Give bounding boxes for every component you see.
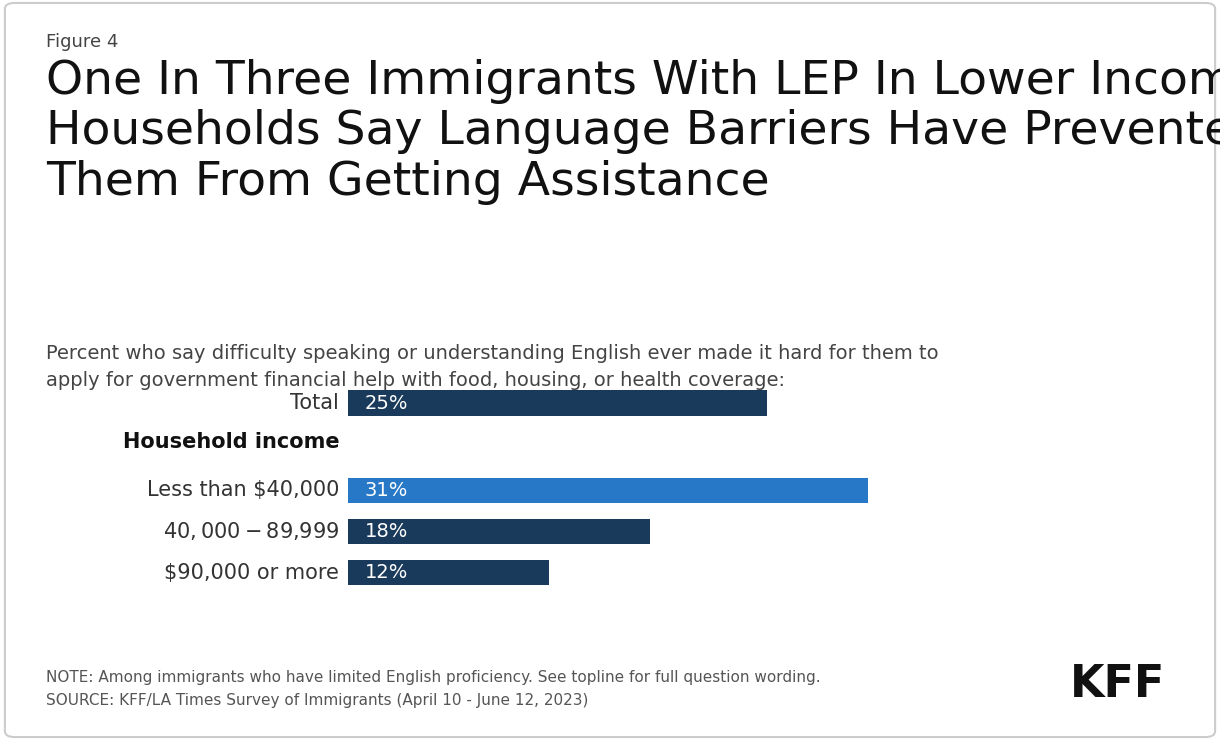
Text: One In Three Immigrants With LEP In Lower Income
Households Say Language Barrier: One In Three Immigrants With LEP In Lowe… (46, 59, 1220, 205)
Text: 12%: 12% (365, 563, 407, 582)
Text: $40,000-$89,999: $40,000-$89,999 (162, 520, 339, 542)
Text: $90,000 or more: $90,000 or more (165, 562, 339, 583)
Bar (348, 391, 767, 416)
Text: 31%: 31% (365, 481, 407, 500)
Text: Percent who say difficulty speaking or understanding English ever made it hard f: Percent who say difficulty speaking or u… (46, 344, 939, 389)
Bar (348, 477, 867, 502)
Bar (348, 519, 650, 544)
Text: Total: Total (290, 393, 339, 413)
Text: 25%: 25% (365, 394, 407, 412)
Text: Less than $40,000: Less than $40,000 (146, 480, 339, 500)
Text: Figure 4: Figure 4 (46, 33, 118, 51)
Text: SOURCE: KFF/LA Times Survey of Immigrants (April 10 - June 12, 2023): SOURCE: KFF/LA Times Survey of Immigrant… (46, 693, 589, 708)
Text: Household income: Household income (122, 432, 339, 452)
Text: NOTE: Among immigrants who have limited English proficiency. See topline for ful: NOTE: Among immigrants who have limited … (46, 670, 821, 685)
Text: KFF: KFF (1070, 663, 1165, 706)
Text: 18%: 18% (365, 522, 407, 541)
Bar (348, 560, 549, 585)
